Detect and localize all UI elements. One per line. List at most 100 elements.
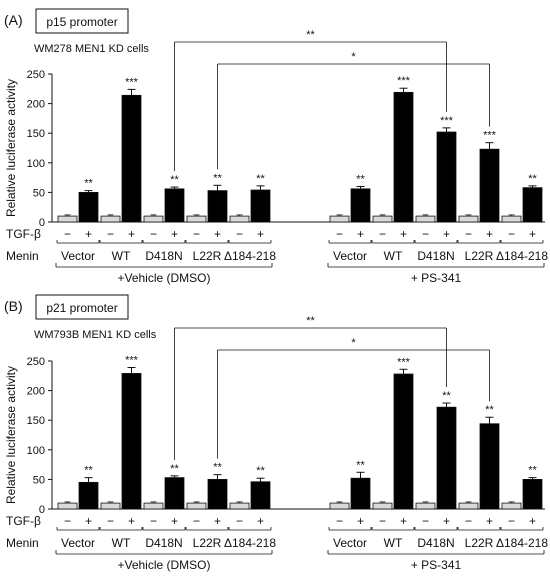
menin-row-label: Menin bbox=[6, 536, 39, 550]
menin-label: WT bbox=[384, 536, 403, 550]
control-bar bbox=[372, 215, 393, 223]
tgf-minus-symbol: − bbox=[64, 227, 71, 241]
control-bar bbox=[458, 215, 479, 223]
menin-label: L22R bbox=[465, 249, 494, 263]
treated-bar bbox=[207, 190, 228, 223]
control-bar bbox=[501, 502, 522, 510]
significance-label: ** bbox=[442, 390, 451, 402]
control-bar bbox=[143, 215, 164, 223]
menin-label: L22R bbox=[465, 536, 494, 550]
tgf-minus-symbol: − bbox=[422, 514, 429, 528]
cells-label: WM793B MEN1 KD cells bbox=[34, 329, 157, 341]
y-tick-label: 250 bbox=[27, 356, 45, 368]
tgf-plus-symbol: + bbox=[214, 227, 221, 241]
tgf-plus-symbol: + bbox=[171, 514, 178, 528]
treated-bar bbox=[250, 481, 271, 510]
treated-bar bbox=[350, 188, 371, 223]
tgf-plus-symbol: + bbox=[85, 514, 92, 528]
menin-label: WT bbox=[384, 249, 403, 263]
significance-label: ** bbox=[170, 463, 179, 475]
menin-label: D418N bbox=[417, 536, 454, 550]
y-tick-label: 150 bbox=[27, 128, 45, 140]
tgf-minus-symbol: − bbox=[150, 227, 157, 241]
y-tick-label: 0 bbox=[39, 504, 45, 516]
menin-label: Δ184-218 bbox=[496, 249, 548, 263]
panel-label: (B) bbox=[4, 298, 23, 314]
control-bar bbox=[100, 502, 121, 510]
significance-label: ** bbox=[256, 465, 265, 477]
promoter-box bbox=[35, 8, 129, 34]
tgf-minus-symbol: − bbox=[379, 227, 386, 241]
menin-label: Vector bbox=[333, 536, 367, 550]
treated-bar bbox=[393, 91, 414, 223]
significance-label: ** bbox=[213, 172, 222, 184]
tgf-plus-symbol: + bbox=[257, 227, 264, 241]
menin-label: Δ184-218 bbox=[496, 536, 548, 550]
tgf-plus-symbol: + bbox=[128, 514, 135, 528]
tgf-plus-symbol: + bbox=[400, 514, 407, 528]
control-bar bbox=[186, 215, 207, 223]
significance-label: ** bbox=[84, 178, 93, 190]
menin-label: WT bbox=[112, 536, 131, 550]
comparison-significance: ** bbox=[306, 315, 315, 327]
tgf-plus-symbol: + bbox=[443, 514, 450, 528]
tgf-minus-symbol: − bbox=[465, 227, 472, 241]
menin-label: L22R bbox=[193, 249, 222, 263]
treated-bar bbox=[207, 478, 228, 510]
tgf-minus-symbol: − bbox=[236, 514, 243, 528]
y-tick-label: 50 bbox=[33, 187, 45, 199]
treated-bar bbox=[436, 131, 457, 223]
y-axis-label: Relative luciferase activity bbox=[4, 79, 18, 217]
control-bar bbox=[57, 215, 78, 223]
treated-bar bbox=[350, 477, 371, 510]
y-tick-label: 200 bbox=[27, 99, 45, 111]
y-axis-label: Relative luciferase activity bbox=[4, 366, 18, 504]
group-label: + PS-341 bbox=[411, 558, 462, 572]
tgf-minus-symbol: − bbox=[422, 227, 429, 241]
tgf-row-label: TGF-β bbox=[6, 514, 41, 528]
significance-label: *** bbox=[397, 356, 411, 368]
cells-label: WM278 MEN1 KD cells bbox=[34, 43, 149, 55]
control-bar bbox=[143, 502, 164, 510]
control-bar bbox=[415, 502, 436, 510]
tgf-minus-symbol: − bbox=[236, 227, 243, 241]
treated-bar bbox=[250, 189, 271, 223]
tgf-plus-symbol: + bbox=[357, 227, 364, 241]
y-tick-label: 0 bbox=[39, 217, 45, 229]
y-tick-label: 250 bbox=[27, 69, 45, 81]
menin-label: Vector bbox=[61, 249, 95, 263]
control-bar bbox=[372, 502, 393, 510]
tgf-plus-symbol: + bbox=[443, 227, 450, 241]
menin-label: D418N bbox=[417, 249, 454, 263]
tgf-plus-symbol: + bbox=[85, 227, 92, 241]
menin-label: Δ184-218 bbox=[224, 536, 276, 550]
tgf-plus-symbol: + bbox=[529, 227, 536, 241]
tgf-plus-symbol: + bbox=[486, 514, 493, 528]
tgf-minus-symbol: − bbox=[508, 514, 515, 528]
significance-label: ** bbox=[213, 462, 222, 474]
significance-label: *** bbox=[397, 75, 411, 87]
significance-label: ** bbox=[356, 173, 365, 185]
tgf-row-label: TGF-β bbox=[6, 227, 41, 241]
significance-label: ** bbox=[356, 459, 365, 471]
treated-bar bbox=[78, 481, 99, 510]
treated-bar bbox=[436, 406, 457, 510]
tgf-minus-symbol: − bbox=[465, 514, 472, 528]
group-label: +Vehicle (DMSO) bbox=[117, 558, 210, 572]
control-bar bbox=[329, 502, 350, 510]
control-bar bbox=[57, 502, 78, 510]
control-bar bbox=[458, 502, 479, 510]
comparison-significance: ** bbox=[306, 29, 315, 41]
control-bar bbox=[229, 502, 250, 510]
tgf-minus-symbol: − bbox=[107, 514, 114, 528]
control-bar bbox=[329, 215, 350, 223]
tgf-minus-symbol: − bbox=[336, 227, 343, 241]
promoter-label: p21 promoter bbox=[46, 301, 117, 315]
y-tick-label: 50 bbox=[33, 474, 45, 486]
treated-bar bbox=[479, 423, 500, 510]
tgf-plus-symbol: + bbox=[486, 227, 493, 241]
treated-bar bbox=[121, 94, 142, 223]
menin-label: D418N bbox=[145, 536, 182, 550]
panel-label: (A) bbox=[4, 12, 23, 28]
significance-label: *** bbox=[125, 355, 139, 367]
